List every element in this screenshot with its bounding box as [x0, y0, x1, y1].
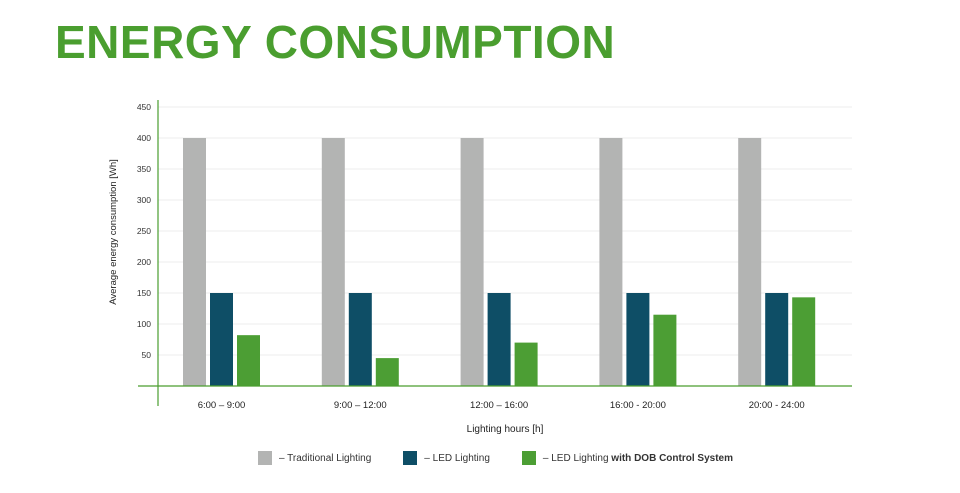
x-tick-label: 16:00 - 20:00	[610, 400, 666, 411]
y-tick-label: 200	[137, 257, 151, 267]
bar-traditional	[321, 138, 345, 386]
bar-traditional	[460, 138, 484, 386]
legend-swatch-dob	[521, 451, 536, 465]
bar-dob	[792, 297, 816, 386]
legend-swatch-traditional	[258, 451, 272, 465]
y-tick-label: 50	[142, 350, 152, 360]
y-tick-label: 350	[137, 164, 151, 174]
y-tick-label: 100	[137, 319, 151, 329]
y-tick-label: 150	[137, 288, 151, 298]
y-axis-label: Average energy consumption [Wh]	[108, 159, 119, 305]
legend-label-led: – LED Lighting	[424, 452, 490, 464]
bar-traditional	[599, 138, 623, 386]
y-tick-label: 450	[137, 102, 151, 112]
chart-legend: – Traditional Lighting – LED Lighting – …	[258, 451, 765, 465]
page-title: ENERGY CONSUMPTION	[55, 16, 616, 68]
y-tick-label: 300	[137, 195, 151, 205]
bar-dob	[237, 335, 260, 386]
legend-item-traditional: – Traditional Lighting	[258, 451, 371, 465]
x-tick-label: 20:00 - 24:00	[749, 400, 805, 411]
bar-led	[210, 293, 233, 386]
bar-led	[348, 293, 372, 386]
bar-traditional	[738, 138, 762, 386]
bar-led	[626, 293, 650, 386]
bar-led	[487, 293, 511, 386]
bar-dob	[653, 314, 677, 386]
x-tick-label: 6:00 – 9:00	[198, 400, 246, 411]
x-tick-label: 12:00 – 16:00	[470, 400, 528, 411]
bar-traditional	[183, 138, 206, 386]
bar-dob	[514, 342, 538, 386]
bar-dob	[375, 358, 399, 386]
legend-label-traditional: – Traditional Lighting	[279, 452, 372, 464]
legend-label-dob: – LED Lighting with DOB Control System	[542, 452, 733, 464]
bar-led	[765, 293, 789, 386]
legend-swatch-led	[403, 451, 418, 465]
x-axis-label: Lighting hours [h]	[467, 424, 544, 435]
legend-item-dob: – LED Lighting with DOB Control System	[521, 451, 733, 465]
x-tick-label: 9:00 – 12:00	[334, 400, 387, 411]
y-tick-label: 250	[137, 226, 151, 236]
legend-item-led: – LED Lighting	[403, 451, 490, 465]
y-tick-label: 400	[137, 133, 151, 143]
